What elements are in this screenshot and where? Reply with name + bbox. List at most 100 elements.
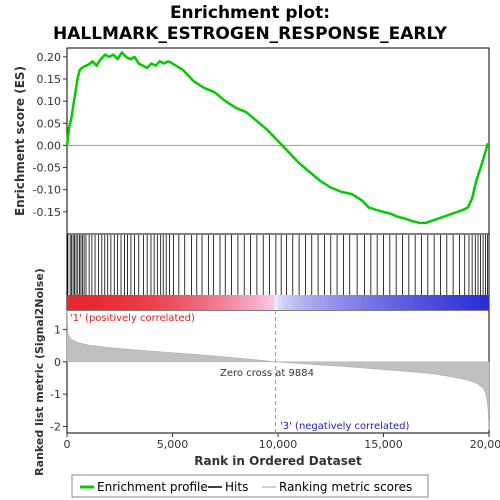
x-tick-label: 5,000: [157, 438, 189, 451]
band-segment: [138, 295, 144, 310]
band-segment: [438, 295, 444, 310]
band-segment: [104, 295, 110, 310]
metric-y-ticks: 1 0 -1 -2: [50, 323, 67, 434]
band-segment: [223, 295, 228, 310]
band-segment: [176, 295, 182, 310]
band-segment: [96, 295, 102, 310]
band-segment: [79, 295, 85, 310]
chart-title: Enrichment plot:: [170, 3, 330, 23]
band-segment: [130, 295, 136, 310]
band-segment: [210, 295, 216, 310]
band-segment: [240, 295, 245, 310]
band-segment: [379, 295, 385, 310]
metric-y-tick-label: -2: [50, 421, 61, 434]
band-segment: [227, 295, 233, 310]
band-segment: [244, 295, 250, 310]
enrichment-profile: [65, 51, 490, 225]
band-segment: [349, 295, 355, 310]
band-segment: [451, 295, 456, 310]
band-segment: [472, 295, 477, 310]
band-segment: [235, 295, 241, 310]
es-y-tick-label: 0.20: [37, 51, 62, 64]
band-segment: [193, 295, 199, 310]
band-segment: [328, 295, 334, 310]
band-segment: [400, 295, 406, 310]
band-segment: [265, 295, 271, 310]
band-segment: [375, 295, 380, 310]
band-segment: [459, 295, 465, 310]
band-segment: [83, 295, 89, 310]
band-segment: [155, 295, 161, 310]
band-segment: [71, 295, 77, 310]
band-segment: [189, 295, 195, 310]
band-segment: [75, 295, 81, 310]
band-segment: [303, 295, 309, 310]
band-segment: [396, 295, 401, 310]
band-segment: [117, 295, 123, 310]
metric-y-tick-label: -1: [50, 388, 61, 401]
band-segment: [290, 295, 296, 310]
x-axis-label: Rank in Ordered Dataset: [194, 454, 362, 468]
band-segment: [202, 295, 207, 310]
legend-box: [71, 474, 429, 498]
metric-y-tick-label: 0: [54, 356, 61, 369]
band-segment: [252, 295, 258, 310]
es-y-tick-label: 0.15: [37, 73, 62, 86]
band-segment: [425, 295, 431, 310]
legend-label-metric: Ranking metric scores: [279, 480, 412, 494]
band-segment: [463, 295, 469, 310]
band-segment: [299, 295, 304, 310]
zero-cross-label: Zero cross at 9884: [220, 368, 314, 379]
es-y-axis-label: Enrichment score (ES): [13, 66, 27, 216]
band-segment: [429, 295, 435, 310]
band-segment: [109, 295, 115, 310]
band-segment: [67, 295, 72, 310]
band-segment: [294, 295, 300, 310]
band-segment: [261, 295, 266, 310]
band-segment: [404, 295, 410, 310]
band-segment: [180, 295, 186, 310]
band-segment: [484, 295, 490, 310]
x-ticks: 0 5,000 10,000 15,000 20,000: [64, 433, 500, 451]
band-segment: [341, 295, 347, 310]
band-segment: [353, 295, 359, 310]
band-segment: [332, 295, 338, 310]
rank-color-band: [67, 295, 490, 310]
band-segment: [142, 295, 148, 310]
band-segment: [413, 295, 418, 310]
metric-y-tick-label: 1: [54, 323, 61, 336]
x-tick-label: 20,000: [470, 438, 500, 451]
band-segment: [434, 295, 439, 310]
band-segment: [417, 295, 423, 310]
legend-label-hits: Hits: [225, 480, 248, 494]
band-segment: [197, 295, 203, 310]
band-segment: [113, 295, 119, 310]
band-segment: [159, 295, 165, 310]
band-segment: [387, 295, 393, 310]
band-segment: [126, 295, 131, 310]
band-segment: [256, 295, 262, 310]
es-y-tick-label: 0.10: [37, 95, 62, 108]
band-segment: [206, 295, 212, 310]
band-segment: [282, 295, 288, 310]
x-tick-label: 15,000: [364, 438, 403, 451]
band-segment: [421, 295, 427, 310]
band-segment: [391, 295, 397, 310]
band-segment: [278, 295, 283, 310]
positive-label: '1' (positively correlated): [70, 313, 195, 324]
band-segment: [467, 295, 473, 310]
band-segment: [366, 295, 372, 310]
band-segment: [168, 295, 174, 310]
band-segment: [345, 295, 351, 310]
chart-subtitle: HALLMARK_ESTROGEN_RESPONSE_EARLY: [53, 24, 448, 44]
band-segment: [172, 295, 178, 310]
band-segment: [218, 295, 224, 310]
band-segment: [147, 295, 152, 310]
es-y-tick-label: -0.05: [33, 162, 61, 175]
band-segment: [121, 295, 127, 310]
band-segment: [286, 295, 292, 310]
es-y-tick-label: -0.10: [33, 184, 61, 197]
band-segment: [273, 295, 279, 310]
band-segment: [370, 295, 376, 310]
